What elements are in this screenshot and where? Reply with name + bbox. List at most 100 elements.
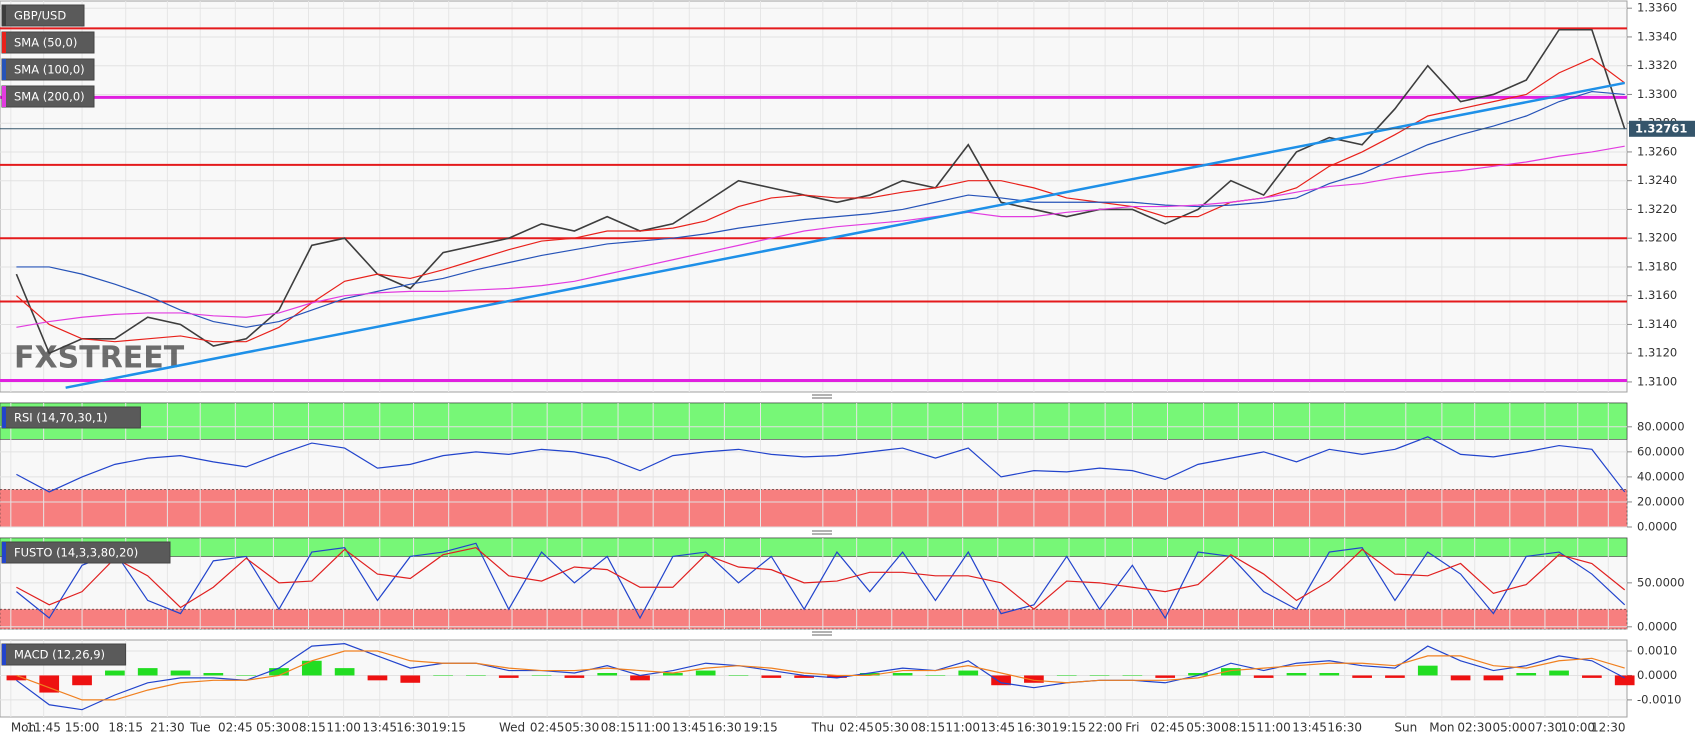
x-tick-label: 19:15 [1052, 721, 1087, 735]
histogram-bar [433, 675, 453, 676]
histogram-bar [334, 668, 355, 676]
y-tick-label: 60.0000 [1637, 444, 1685, 458]
series-line [16, 547, 1626, 610]
histogram-bar [1549, 670, 1569, 676]
y-tick-label: 50.0000 [1637, 575, 1685, 589]
histogram-bar [1417, 665, 1438, 676]
y-tick-label: 1.3260 [1637, 144, 1677, 158]
histogram-bar [1319, 673, 1340, 676]
x-tick-label: 18:15 [108, 721, 143, 735]
x-tick-label: 15:00 [65, 721, 100, 735]
legend-swatch [2, 59, 6, 80]
legend-label: MACD (12,26,9) [14, 648, 105, 662]
y-tick-label: 1.3360 [1637, 1, 1677, 15]
panel-handles [812, 394, 832, 636]
oversold-zone [0, 489, 1628, 528]
x-tick-label: 16:30 [396, 721, 431, 735]
histogram-bar [1024, 675, 1044, 683]
x-tick-label: 11:00 [945, 721, 980, 735]
histogram-bar [367, 675, 388, 681]
x-tick-label: 12:30 [1591, 721, 1626, 735]
y-tick-label: 1.3180 [1637, 259, 1677, 273]
x-tick-label: Mon [1429, 721, 1454, 735]
y-tick-label: 1.3200 [1637, 231, 1677, 245]
x-tick-label: Mon [11, 721, 36, 735]
overbought-zone [0, 402, 1628, 440]
x-tick-label: 05:00 [1493, 721, 1528, 735]
y-tick-label: 0.0000 [1637, 520, 1677, 534]
legend-label: SMA (50,0) [14, 36, 77, 50]
histogram-bar [1188, 673, 1208, 676]
histogram-bar [859, 673, 880, 676]
legend-swatch [2, 5, 6, 26]
histogram-bar [466, 675, 486, 676]
x-tick-label: Sun [1394, 721, 1417, 735]
histogram-bar [991, 675, 1011, 686]
y-tick-label: 0.0000 [1637, 619, 1677, 633]
y-tick-label: 1.3100 [1637, 374, 1677, 388]
series-line [16, 57, 1626, 343]
series-line [16, 650, 1625, 701]
x-tick-label: 02:30 [1457, 721, 1492, 735]
y-tick-label: 1.3240 [1637, 173, 1677, 187]
y-tick-label: 1.3120 [1637, 346, 1677, 360]
y-tick-label: 80.0000 [1637, 419, 1685, 433]
histogram-bar [761, 675, 782, 678]
y-tick-label: -0.0010 [1637, 692, 1681, 706]
histogram-bar [1253, 675, 1274, 678]
histogram-bar [794, 675, 814, 678]
histogram-bar [531, 675, 552, 676]
histogram-bar [269, 668, 289, 676]
x-tick-label: 13:45 [981, 721, 1016, 735]
histogram-bar [72, 675, 92, 686]
oversold-zone [0, 608, 1628, 630]
y-tick-label: 40.0000 [1637, 469, 1685, 483]
x-tick-label: 05:30 [874, 721, 909, 735]
x-tick-label: 11:00 [326, 721, 361, 735]
x-tick-label: 08:15 [601, 721, 636, 735]
histogram-bar [695, 670, 716, 676]
x-tick-label: Tue [189, 721, 211, 735]
x-tick-label: 05:30 [256, 721, 291, 735]
x-tick-label: 08:15 [291, 721, 326, 735]
y-tick-label: 1.3320 [1637, 58, 1677, 72]
series-line [16, 436, 1626, 493]
histogram-bar [1385, 675, 1405, 678]
x-tick-label: 13:45 [672, 721, 707, 735]
y-tick-label: 1.3300 [1637, 87, 1677, 101]
legend-label: FUSTO (14,3,3,80,20) [14, 546, 138, 560]
overbought-zone [0, 537, 1628, 557]
y-tick-label: 0.0000 [1637, 668, 1677, 682]
y-tick-label: 1.3220 [1637, 202, 1677, 216]
histogram-bar [630, 675, 650, 681]
x-tick-label: 11:00 [1256, 721, 1291, 735]
x-tick-label: Fri [1125, 721, 1139, 735]
last-price-box [1629, 120, 1695, 137]
x-tick-label: 22:00 [1088, 721, 1123, 735]
legend-label: RSI (14,70,30,1) [14, 411, 108, 425]
y-tick-label: 0.0010 [1637, 644, 1677, 658]
last-price-label: 1.32761 [1635, 121, 1687, 135]
histogram-bar [892, 673, 913, 676]
panel-background [0, 639, 1628, 718]
x-tick-label: 19:15 [743, 721, 778, 735]
y-tick-label: 20.0000 [1637, 494, 1685, 508]
x-tick-label: 05:30 [1186, 721, 1221, 735]
histogram-bar [1516, 673, 1537, 676]
x-tick-label: 13:45 [362, 721, 397, 735]
histogram-bar [564, 675, 585, 678]
x-tick-label: 16:30 [1327, 721, 1362, 735]
histogram-bar [1582, 675, 1602, 678]
histogram-bar [1155, 675, 1176, 678]
histogram-bar [1089, 675, 1110, 676]
histogram-bar [236, 675, 257, 676]
series-line [16, 643, 1625, 711]
histogram-bar [925, 675, 946, 676]
histogram-bar [597, 673, 618, 676]
series-line [16, 542, 1626, 620]
x-tick-label: 02:45 [1150, 721, 1185, 735]
legend-label: SMA (200,0) [14, 90, 85, 104]
legend-swatch [2, 407, 6, 428]
histogram-bar [728, 675, 749, 676]
legend-swatch [2, 644, 6, 665]
